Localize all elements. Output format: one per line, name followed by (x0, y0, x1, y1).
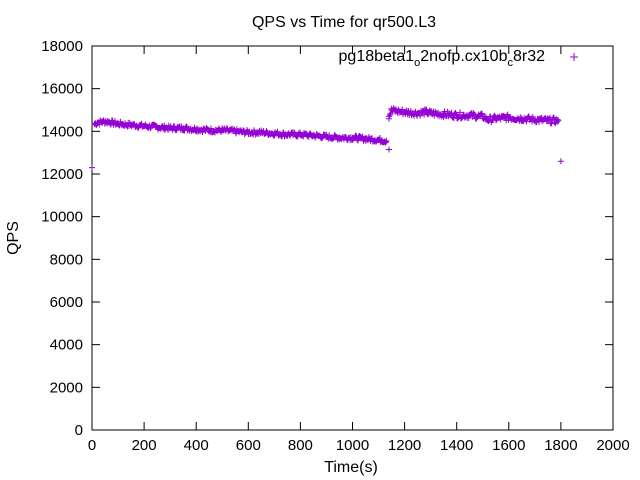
plot-frame (91, 45, 614, 431)
y-tick-label: 10000 (41, 209, 83, 226)
x-tick-label: 1800 (544, 437, 577, 454)
x-tick-label: 2000 (596, 437, 629, 454)
y-tick-label: 12000 (41, 166, 83, 183)
y-tick-label: 0 (75, 422, 83, 439)
data-point-dense (465, 115, 472, 122)
data-points (89, 105, 564, 171)
x-tick-label: 200 (132, 437, 157, 454)
data-point-dense (421, 111, 428, 118)
data-point-dense (355, 137, 361, 144)
data-point-dense (504, 111, 511, 118)
x-tick-label: 1400 (440, 437, 473, 454)
data-point-dense (423, 106, 430, 113)
data-point-dense (326, 132, 333, 139)
data-point-dense (517, 114, 524, 121)
x-axis: 0 200 400 600 800 1000 1200 1400 1600 1800 2000 (88, 46, 630, 454)
data-point-dense (208, 125, 214, 132)
y-tick-label: 6000 (50, 294, 83, 311)
y-axis: 0 2000 4000 6000 8000 10000 12000 14000 16000 180… (41, 38, 613, 439)
data-point-dense (387, 110, 394, 117)
x-tick-label: 1200 (388, 437, 421, 454)
data-point-dense (354, 136, 361, 143)
data-point-dense (452, 110, 459, 116)
y-tick-label: 16000 (41, 81, 83, 98)
data-point-dense (457, 109, 464, 116)
data-point-dense (172, 127, 179, 134)
x-tick-label: 1000 (336, 437, 369, 454)
y-axis-label: QPS (5, 221, 22, 255)
data-point-dense (382, 139, 389, 146)
x-tick-label: 600 (236, 437, 261, 454)
legend-marker (570, 53, 578, 61)
y-tick-label: 2000 (50, 379, 83, 396)
data-point-dense (523, 118, 530, 125)
data-point (557, 158, 564, 165)
y-tick-label: 14000 (41, 123, 83, 140)
x-tick-label: 1600 (492, 437, 525, 454)
data-point (89, 164, 95, 171)
x-tick-label: 800 (288, 437, 313, 454)
data-point-dense (383, 138, 390, 145)
data-point-dense (450, 114, 457, 121)
data-point-dense (386, 115, 392, 122)
x-tick-label: 0 (88, 437, 96, 454)
data-point-dense (554, 116, 561, 123)
data-point-dense (491, 112, 498, 119)
y-tick-label: 18000 (41, 38, 83, 55)
x-tick-label: 400 (184, 437, 209, 454)
y-tick-label: 4000 (50, 337, 83, 354)
data-point (386, 146, 392, 153)
data-point-dense (191, 124, 198, 131)
data-point-dense (171, 123, 178, 130)
legend: pg18beta1o2nofp.cx10bc8r32 (339, 48, 578, 69)
data-point-dense (458, 115, 465, 122)
x-axis-label: Time(s) (324, 459, 378, 476)
chart-title: QPS vs Time for qr500.L3 (252, 14, 436, 31)
y-tick-label: 8000 (50, 251, 83, 268)
data-point-dense (386, 112, 393, 118)
legend-series-name: pg18beta1o2nofp.cx10bc8r32 (339, 48, 546, 69)
